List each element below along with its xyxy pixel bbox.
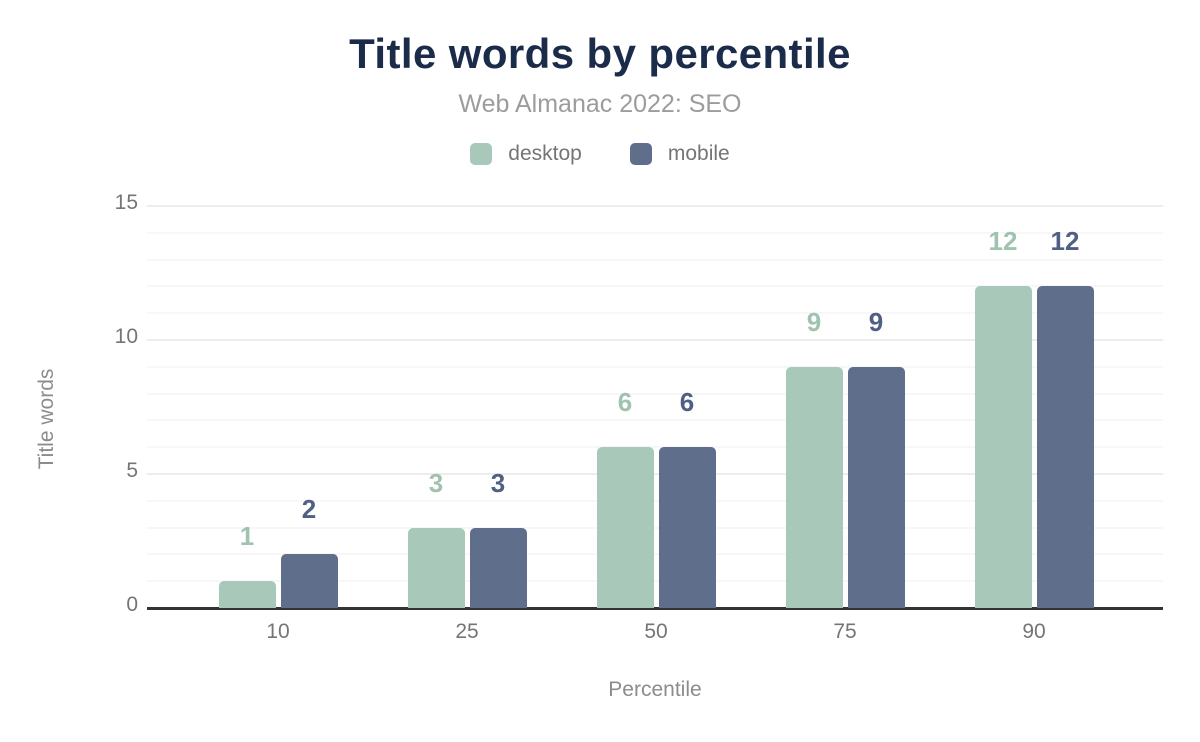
y-tick-label: 15	[114, 191, 138, 214]
legend: desktop mobile	[0, 142, 1200, 166]
gridline-minor	[147, 580, 1163, 583]
x-tick-label: 75	[833, 620, 857, 643]
gridline-major	[147, 205, 1163, 207]
bar-value-label-mobile: 3	[490, 467, 506, 498]
chart-title: Title words by percentile	[349, 30, 851, 77]
bar-mobile	[847, 366, 905, 608]
gridline-minor	[147, 499, 1163, 502]
gridline-minor	[147, 526, 1163, 529]
y-axis-title: Title words	[35, 368, 58, 470]
bar-mobile	[469, 527, 527, 608]
bar-value-label-mobile: 2	[301, 494, 317, 525]
chart-subtitle: Web Almanac 2022: SEO	[458, 90, 742, 118]
legend-label-desktop: desktop	[508, 142, 582, 165]
x-tick-label: 50	[644, 620, 668, 643]
x-axis-title: Percentile	[608, 678, 702, 701]
gridline-minor	[147, 392, 1163, 395]
bar-desktop	[785, 366, 843, 608]
y-tick-label: 10	[114, 325, 138, 348]
bar-value-label-desktop: 6	[617, 387, 633, 418]
gridline-minor	[147, 553, 1163, 556]
y-tick-label: 0	[126, 593, 138, 616]
bar-value-label-mobile: 12	[1050, 226, 1080, 257]
bar-value-label-desktop: 9	[806, 306, 822, 337]
gridline-minor	[147, 231, 1163, 234]
bar-mobile	[658, 447, 716, 608]
gridline-minor	[147, 419, 1163, 422]
x-tick-label: 90	[1022, 620, 1046, 643]
bar-value-label-mobile: 9	[868, 306, 884, 337]
bar-mobile	[1036, 286, 1094, 608]
gridline-minor	[147, 312, 1163, 315]
bar-desktop	[974, 286, 1032, 608]
gridline-minor	[147, 285, 1163, 288]
bar-desktop	[407, 527, 465, 608]
bar-desktop	[596, 447, 654, 608]
bar-value-label-desktop: 3	[428, 467, 444, 498]
gridline-minor	[147, 446, 1163, 449]
bar-mobile	[280, 554, 338, 608]
bar-desktop	[218, 581, 276, 608]
gridline-minor	[147, 365, 1163, 368]
x-tick-label: 25	[455, 620, 479, 643]
x-tick-label: 10	[266, 620, 290, 643]
legend-label-mobile: mobile	[667, 142, 730, 165]
bar-value-label-desktop: 1	[239, 521, 255, 552]
legend-swatch-mobile-icon	[629, 143, 652, 165]
gridline-major	[147, 339, 1163, 341]
legend-item-mobile[interactable]: mobile	[629, 142, 730, 166]
bar-value-label-mobile: 6	[679, 387, 695, 418]
gridline-major	[147, 473, 1163, 475]
bar-value-label-desktop: 12	[988, 226, 1018, 257]
gridline-minor	[147, 258, 1163, 261]
legend-item-desktop[interactable]: desktop	[470, 142, 582, 166]
legend-swatch-desktop-icon	[470, 143, 493, 165]
x-axis-line	[147, 607, 1163, 610]
y-tick-label: 5	[126, 459, 138, 482]
